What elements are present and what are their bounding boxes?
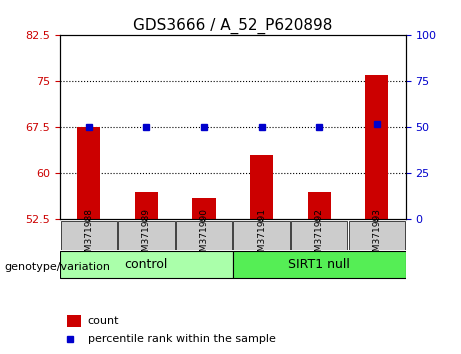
Bar [193, 198, 216, 219]
Text: GSM371992: GSM371992 [315, 208, 324, 263]
Text: GSM371988: GSM371988 [84, 208, 93, 263]
FancyBboxPatch shape [60, 221, 117, 250]
Text: control: control [124, 258, 168, 271]
Text: GSM371991: GSM371991 [257, 208, 266, 263]
Text: SIRT1 null: SIRT1 null [288, 258, 350, 271]
Text: GSM371990: GSM371990 [200, 208, 208, 263]
FancyBboxPatch shape [233, 251, 406, 278]
FancyBboxPatch shape [176, 221, 232, 250]
FancyBboxPatch shape [349, 221, 405, 250]
Text: GSM371993: GSM371993 [372, 208, 381, 263]
Bar [67, 315, 81, 327]
FancyBboxPatch shape [60, 251, 233, 278]
Text: genotype/variation: genotype/variation [5, 262, 111, 272]
Bar [365, 75, 388, 219]
FancyBboxPatch shape [291, 221, 348, 250]
FancyBboxPatch shape [118, 221, 175, 250]
Text: percentile rank within the sample: percentile rank within the sample [88, 334, 276, 344]
Bar [135, 192, 158, 219]
Bar [250, 155, 273, 219]
Text: GSM371989: GSM371989 [142, 208, 151, 263]
Text: count: count [88, 316, 119, 326]
Bar [77, 127, 100, 219]
FancyBboxPatch shape [233, 221, 290, 250]
Bar [308, 192, 331, 219]
Title: GDS3666 / A_52_P620898: GDS3666 / A_52_P620898 [133, 18, 332, 34]
